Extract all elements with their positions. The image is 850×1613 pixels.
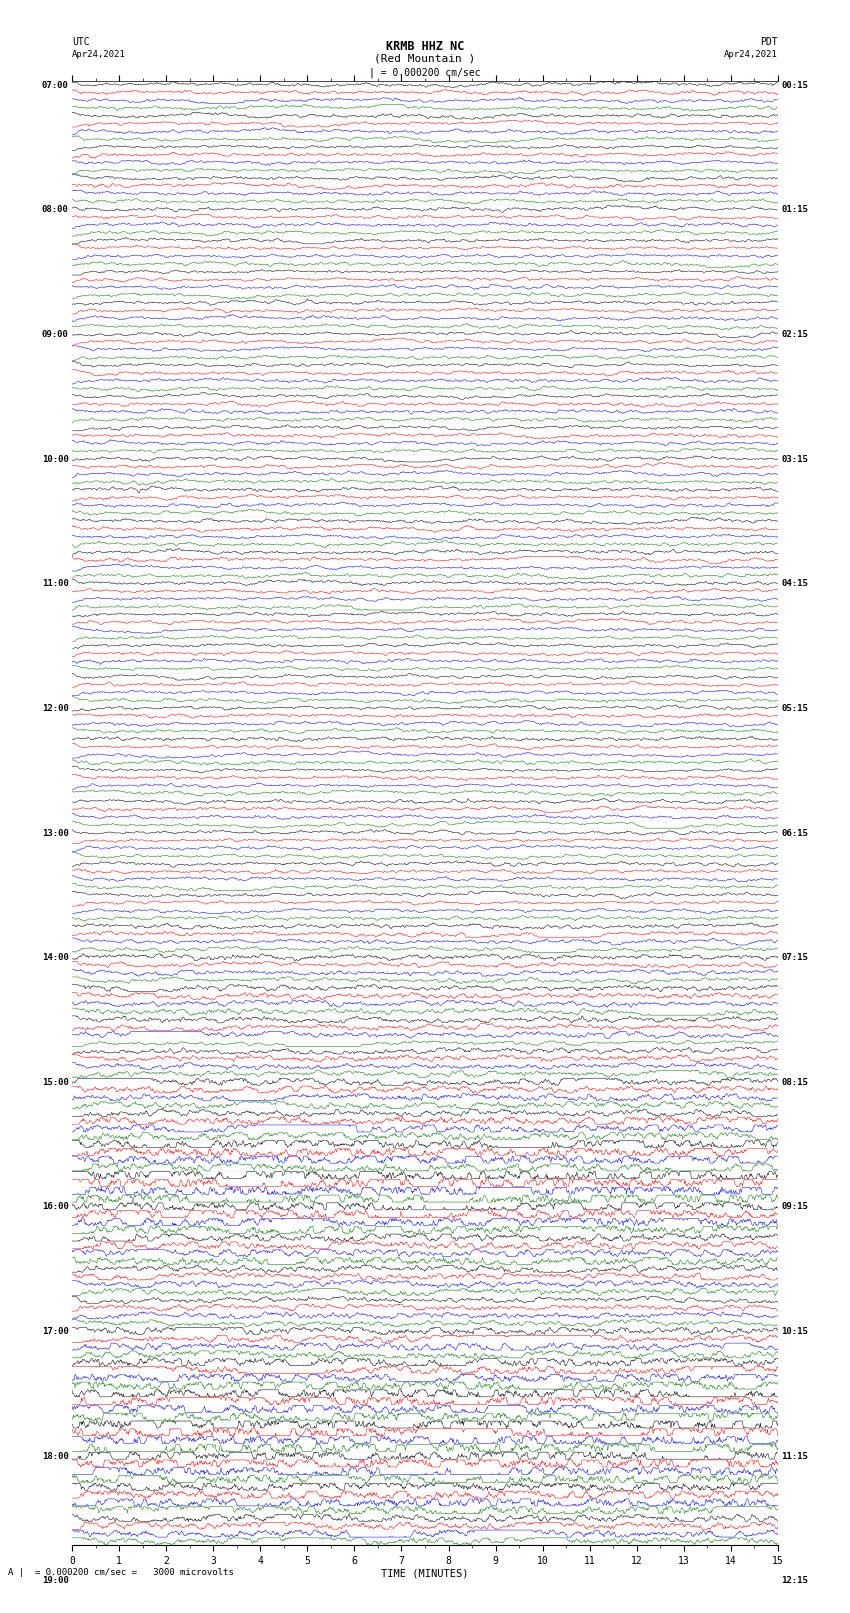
Text: 14:00: 14:00 xyxy=(42,953,69,963)
Text: 10:15: 10:15 xyxy=(781,1327,808,1336)
Text: 06:15: 06:15 xyxy=(781,829,808,837)
Text: 07:00: 07:00 xyxy=(42,81,69,90)
Text: 19:00: 19:00 xyxy=(42,1576,69,1586)
Text: 05:15: 05:15 xyxy=(781,703,808,713)
Text: Apr24,2021: Apr24,2021 xyxy=(72,50,126,60)
Text: (Red Mountain ): (Red Mountain ) xyxy=(374,53,476,63)
Text: 01:15: 01:15 xyxy=(781,205,808,215)
Text: 11:00: 11:00 xyxy=(42,579,69,589)
Text: A |  = 0.000200 cm/sec =   3000 microvolts: A | = 0.000200 cm/sec = 3000 microvolts xyxy=(8,1568,235,1578)
Text: 07:15: 07:15 xyxy=(781,953,808,963)
Text: 10:00: 10:00 xyxy=(42,455,69,463)
Text: 04:15: 04:15 xyxy=(781,579,808,589)
Text: 09:15: 09:15 xyxy=(781,1202,808,1211)
Text: 02:15: 02:15 xyxy=(781,331,808,339)
Text: KRMB HHZ NC: KRMB HHZ NC xyxy=(386,40,464,53)
X-axis label: TIME (MINUTES): TIME (MINUTES) xyxy=(382,1568,468,1579)
Text: 08:00: 08:00 xyxy=(42,205,69,215)
Text: PDT: PDT xyxy=(760,37,778,47)
Text: 12:15: 12:15 xyxy=(781,1576,808,1586)
Text: Apr24,2021: Apr24,2021 xyxy=(724,50,778,60)
Text: 13:00: 13:00 xyxy=(42,829,69,837)
Text: 00:15: 00:15 xyxy=(781,81,808,90)
Text: 08:15: 08:15 xyxy=(781,1077,808,1087)
Text: 09:00: 09:00 xyxy=(42,331,69,339)
Text: 17:00: 17:00 xyxy=(42,1327,69,1336)
Text: 12:00: 12:00 xyxy=(42,703,69,713)
Text: 03:15: 03:15 xyxy=(781,455,808,463)
Text: 18:00: 18:00 xyxy=(42,1452,69,1461)
Text: 15:00: 15:00 xyxy=(42,1077,69,1087)
Text: 16:00: 16:00 xyxy=(42,1202,69,1211)
Text: | = 0.000200 cm/sec: | = 0.000200 cm/sec xyxy=(369,68,481,79)
Text: UTC: UTC xyxy=(72,37,90,47)
Text: 11:15: 11:15 xyxy=(781,1452,808,1461)
